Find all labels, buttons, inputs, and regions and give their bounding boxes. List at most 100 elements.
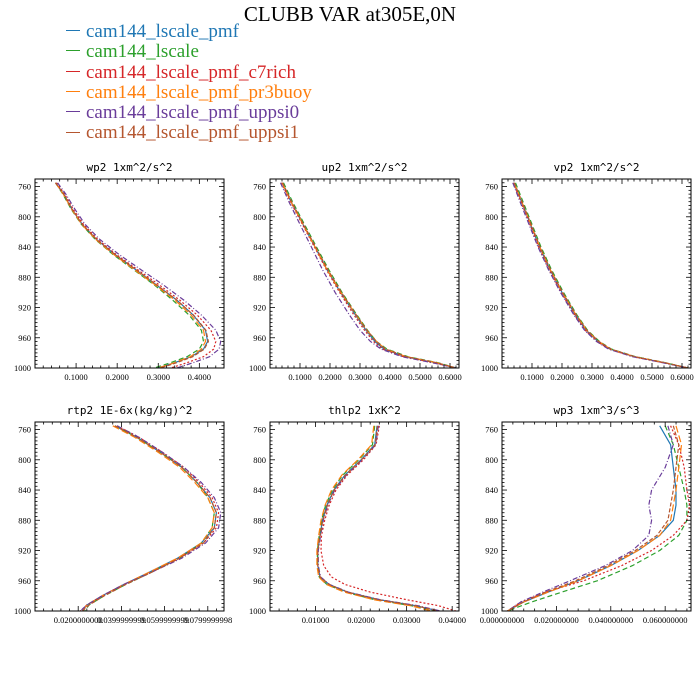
legend-swatch <box>66 91 80 93</box>
series-group <box>54 182 222 368</box>
plot-frame <box>501 421 692 612</box>
legend: cam144_lscale_pmf cam144_lscale cam144_lsc… <box>66 21 312 144</box>
series-line <box>507 425 688 611</box>
x-tick-label: 0.02000 <box>347 615 375 625</box>
y-tick-label: 920 <box>253 546 266 556</box>
series-line <box>317 425 441 611</box>
series-line <box>316 425 435 611</box>
panel-6: wp3 1xm^3/s^3 760 800 840 880 920 960 10000.000… <box>480 404 692 625</box>
x-tick-label: 0.5000 <box>408 372 431 382</box>
legend-item: cam144_lscale_pmf_uppsi1 <box>66 123 312 143</box>
y-tick-label: 1000 <box>14 363 31 373</box>
chart-title: CLUBB VAR at305E,0N <box>243 2 457 26</box>
x-tick-label: 0.6000 <box>438 372 461 382</box>
series-group <box>79 425 222 611</box>
y-tick-label: 840 <box>253 485 266 495</box>
legend-label: cam144_lscale_pmf_uppsi0 <box>86 102 300 124</box>
x-tick-label: 0.6000 <box>670 372 693 382</box>
x-tick-label: 0.060000000 <box>643 615 688 625</box>
y-tick-label: 840 <box>485 242 498 252</box>
panel-4: rtp2 1E-6x(kg/kg)^2 760 800 840 880 920 960 100… <box>14 404 232 625</box>
series-line <box>513 182 689 368</box>
legend-swatch <box>66 70 80 72</box>
series-line <box>507 425 691 611</box>
x-tick-label: 0.040000000 <box>588 615 633 625</box>
legend-label: cam144_lscale_pmf <box>86 21 240 42</box>
x-tick-label: 0.1000 <box>520 372 543 382</box>
panel-title: wp2 1xm^2/s^2 <box>86 161 172 174</box>
plot-frame <box>34 178 225 369</box>
legend-swatch <box>66 111 80 113</box>
series-group <box>316 425 456 611</box>
panel-3: vp2 1xm^2/s^2 760 800 840 880 920 960 1000 0.100… <box>481 161 694 382</box>
series-line <box>317 425 439 611</box>
panel-title: up2 1xm^2/s^2 <box>321 161 407 174</box>
series-line <box>320 425 456 611</box>
x-tick-label: 0.4000 <box>610 372 633 382</box>
plot-frame <box>269 178 460 369</box>
x-tick-label: 0.1000 <box>288 372 311 382</box>
panel-title: thlp2 1xK^2 <box>328 404 401 417</box>
legend-swatch <box>66 30 80 32</box>
y-tick-label: 960 <box>485 576 498 586</box>
panel-5: thlp2 1xK^2 760 800 840 880 920 960 1000 0.01000… <box>249 404 466 625</box>
panel-title: wp3 1xm^3/s^3 <box>553 404 639 417</box>
legend-item: cam144_lscale_pmf <box>66 21 312 42</box>
series-line <box>317 425 439 611</box>
y-tick-label: 920 <box>253 303 266 313</box>
x-tick-label: 0.0799999998 <box>183 615 232 625</box>
x-tick-label: 0.020000000 <box>534 615 579 625</box>
series-line <box>513 182 689 368</box>
series-line <box>282 182 457 368</box>
x-tick-label: 0.5000 <box>640 372 663 382</box>
legend-label: cam144_lscale <box>86 41 199 63</box>
y-tick-label: 1000 <box>481 606 498 616</box>
legend-label: cam144_lscale_pmf_c7rich <box>86 61 296 83</box>
series-line <box>79 425 222 611</box>
y-tick-label: 880 <box>485 515 498 525</box>
legend-swatch <box>66 50 80 52</box>
x-tick-label: 0.0399999999 <box>97 615 146 625</box>
series-line <box>507 425 683 611</box>
series-line <box>512 182 689 368</box>
y-tick-label: 760 <box>485 182 498 192</box>
panel-title: rtp2 1E-6x(kg/kg)^2 <box>67 404 193 417</box>
y-tick-label: 840 <box>18 242 31 252</box>
y-tick-label: 880 <box>18 272 31 282</box>
x-tick-label: 0.03000 <box>393 615 421 625</box>
y-tick-label: 800 <box>485 212 498 222</box>
y-tick-label: 960 <box>18 576 31 586</box>
series-line <box>55 182 209 368</box>
panel-1: wp2 1xm^2/s^2 760 800 840 880 920 960 1000 0.100… <box>14 161 225 382</box>
series-group <box>279 182 457 368</box>
y-tick-label: 1000 <box>14 606 31 616</box>
y-tick-label: 960 <box>253 576 266 586</box>
series-line <box>79 425 220 611</box>
y-tick-label: 880 <box>18 515 31 525</box>
y-tick-label: 880 <box>253 515 266 525</box>
y-tick-label: 920 <box>18 546 31 556</box>
series-line <box>507 425 674 611</box>
y-tick-label: 960 <box>18 333 31 343</box>
series-line <box>280 182 457 368</box>
y-tick-label: 960 <box>253 333 266 343</box>
series-line <box>55 182 217 368</box>
series-group <box>507 425 691 611</box>
legend-item: cam144_lscale_pmf_uppsi0 <box>66 103 312 123</box>
series-line <box>57 182 222 368</box>
series-line <box>279 182 457 368</box>
y-tick-label: 960 <box>485 333 498 343</box>
series-line <box>512 182 689 368</box>
y-tick-label: 760 <box>18 182 31 192</box>
legend-item: cam144_lscale_pmf_c7rich <box>66 61 312 83</box>
x-tick-label: 0.3000 <box>348 372 371 382</box>
legend-item: cam144_lscale <box>66 42 312 62</box>
x-tick-label: 0.0599999999 <box>140 615 189 625</box>
x-tick-label: 0.01000 <box>302 615 330 625</box>
y-tick-label: 840 <box>485 485 498 495</box>
x-tick-label: 0.000000000 <box>480 615 525 625</box>
legend-item: cam144_lscale_pmf_pr3buoy <box>66 82 312 103</box>
legend-label: cam144_lscale_pmf_uppsi1 <box>86 122 300 144</box>
series-line <box>84 425 215 611</box>
y-tick-label: 840 <box>18 485 31 495</box>
